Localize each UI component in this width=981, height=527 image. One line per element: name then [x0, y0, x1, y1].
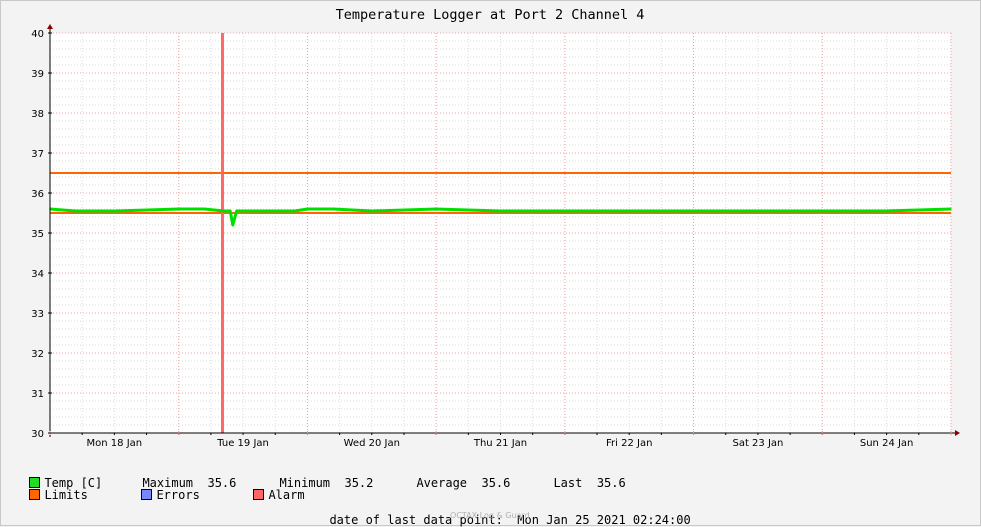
legend-minimum: Minimum 35.2 [265, 464, 373, 490]
x-tick-label: Fri 22 Jan [606, 438, 652, 449]
temp-data-point [231, 224, 234, 226]
x-axis-arrow [955, 430, 960, 436]
temp-data-point [293, 210, 296, 212]
last-data-point-label: date of last data point: [329, 513, 503, 527]
y-tick-label: 36 [31, 189, 44, 200]
average-label: Average [416, 476, 468, 490]
temp-data-point [255, 210, 257, 212]
legend-average: Average 35.6 [402, 464, 510, 490]
errors-swatch [141, 489, 153, 500]
y-tick-label: 38 [31, 109, 44, 120]
temp-data-point [306, 208, 309, 210]
temp-data-point [229, 210, 231, 212]
temp-swatch [29, 477, 41, 488]
average-value: 35.6 [481, 476, 511, 490]
last-value: 35.6 [596, 476, 626, 490]
y-axis-arrow [47, 24, 53, 29]
temp-data-point [177, 208, 180, 210]
temp-data-point [332, 208, 334, 210]
last-label: Last [553, 476, 583, 490]
temp-data-point [499, 210, 502, 212]
minimum-value: 35.2 [344, 476, 374, 490]
y-tick-label: 32 [31, 349, 44, 360]
legend-errors: Errors [127, 476, 200, 502]
y-tick-label: 34 [31, 269, 44, 280]
y-tick-label: 39 [31, 69, 44, 80]
temp-data-point [692, 210, 695, 212]
legend-maximum: Maximum 35.6 [128, 464, 236, 490]
temp-data-point [950, 208, 952, 210]
last-data-point: date of last data point: Mon Jan 25 2021… [315, 499, 691, 527]
last-data-point-value: Mon Jan 25 2021 02:24:00 [517, 513, 691, 527]
alarm-swatch [253, 489, 265, 500]
legend-errors-label: Errors [156, 488, 200, 502]
limits-swatch [29, 489, 41, 500]
temp-data-point [885, 210, 888, 212]
x-tick-label: Sat 23 Jan [732, 438, 783, 449]
temp-data-point [222, 210, 225, 212]
legend-temp-label: Temp [C] [44, 476, 103, 490]
temp-data-point [235, 210, 238, 212]
y-tick-label: 35 [31, 229, 44, 240]
x-tick-label: Wed 20 Jan [344, 438, 400, 449]
temp-data-point [564, 210, 566, 212]
x-tick-label: Thu 21 Jan [473, 438, 527, 449]
legend-alarm-label: Alarm [268, 488, 305, 502]
temp-data-point [628, 210, 631, 212]
temp-data-point [757, 210, 759, 212]
minimum-label: Minimum [279, 476, 331, 490]
legend-limits-label: Limits [44, 488, 88, 502]
temp-data-point [113, 210, 116, 212]
legend-temp: Temp [C] [15, 464, 102, 490]
maximum-label: Maximum [142, 476, 194, 490]
y-tick-label: 31 [31, 389, 44, 400]
temp-data-point [821, 210, 824, 212]
temp-data-point [435, 208, 437, 210]
maximum-value: 35.6 [207, 476, 237, 490]
x-tick-label: Sun 24 Jan [860, 438, 914, 449]
legend-limits: Limits [15, 476, 88, 502]
legend-last: Last 35.6 [539, 464, 626, 490]
y-tick-label: 30 [31, 429, 44, 440]
credit-text: OCTAX Log & Guard [450, 511, 530, 520]
temp-data-point [203, 208, 206, 210]
y-tick-label: 40 [31, 29, 44, 40]
y-tick-label: 33 [31, 309, 44, 320]
temp-data-point [74, 210, 77, 212]
y-tick-label: 37 [31, 149, 44, 160]
legend-alarm: Alarm [239, 476, 305, 502]
temp-data-point [370, 210, 373, 212]
x-tick-label: Tue 19 Jan [216, 438, 269, 449]
x-tick-label: Mon 18 Jan [87, 438, 143, 449]
chart-title: Temperature Logger at Port 2 Channel 4 [336, 7, 645, 23]
